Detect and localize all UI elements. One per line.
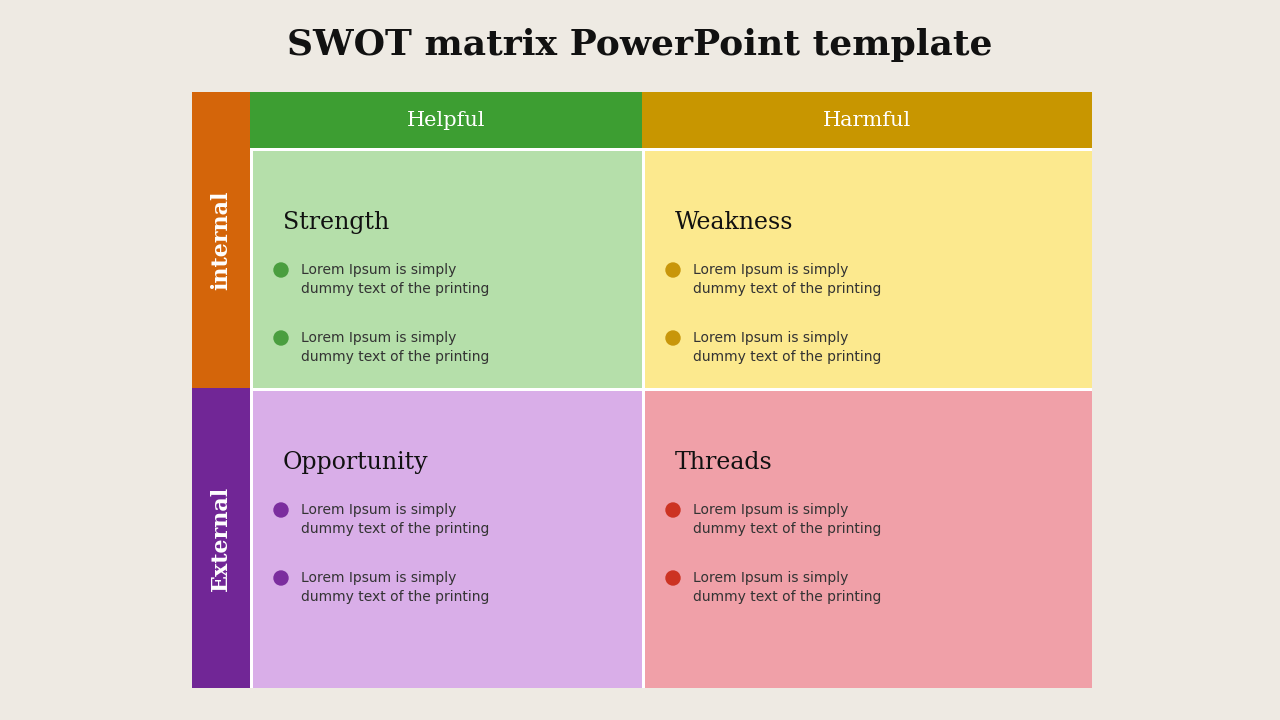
Circle shape <box>666 331 680 345</box>
Circle shape <box>274 503 288 517</box>
Text: Lorem Ipsum is simply
dummy text of the printing: Lorem Ipsum is simply dummy text of the … <box>692 571 882 605</box>
Bar <box>253 391 643 688</box>
Bar <box>192 388 250 688</box>
Text: Strength: Strength <box>283 211 389 234</box>
Text: Opportunity: Opportunity <box>283 451 429 474</box>
Bar <box>645 151 1092 388</box>
Bar <box>253 151 643 388</box>
Text: Weakness: Weakness <box>675 211 794 234</box>
Text: internal: internal <box>210 190 232 289</box>
Text: External: External <box>210 485 232 590</box>
Bar <box>643 92 1092 148</box>
Text: Lorem Ipsum is simply
dummy text of the printing: Lorem Ipsum is simply dummy text of the … <box>301 503 489 536</box>
Text: SWOT matrix PowerPoint template: SWOT matrix PowerPoint template <box>287 28 993 62</box>
Text: Lorem Ipsum is simply
dummy text of the printing: Lorem Ipsum is simply dummy text of the … <box>692 263 882 297</box>
Bar <box>250 92 643 148</box>
Circle shape <box>666 263 680 277</box>
Text: Lorem Ipsum is simply
dummy text of the printing: Lorem Ipsum is simply dummy text of the … <box>301 571 489 605</box>
Text: Threads: Threads <box>675 451 773 474</box>
Circle shape <box>274 571 288 585</box>
Bar <box>192 92 250 388</box>
Bar <box>192 92 1092 688</box>
Text: Lorem Ipsum is simply
dummy text of the printing: Lorem Ipsum is simply dummy text of the … <box>692 503 882 536</box>
Circle shape <box>666 571 680 585</box>
Circle shape <box>274 331 288 345</box>
Text: Harmful: Harmful <box>823 110 911 130</box>
Text: Helpful: Helpful <box>407 110 485 130</box>
Circle shape <box>666 503 680 517</box>
Text: Lorem Ipsum is simply
dummy text of the printing: Lorem Ipsum is simply dummy text of the … <box>692 331 882 364</box>
Bar <box>645 391 1092 688</box>
Text: Lorem Ipsum is simply
dummy text of the printing: Lorem Ipsum is simply dummy text of the … <box>301 263 489 297</box>
Text: Lorem Ipsum is simply
dummy text of the printing: Lorem Ipsum is simply dummy text of the … <box>301 331 489 364</box>
Circle shape <box>274 263 288 277</box>
